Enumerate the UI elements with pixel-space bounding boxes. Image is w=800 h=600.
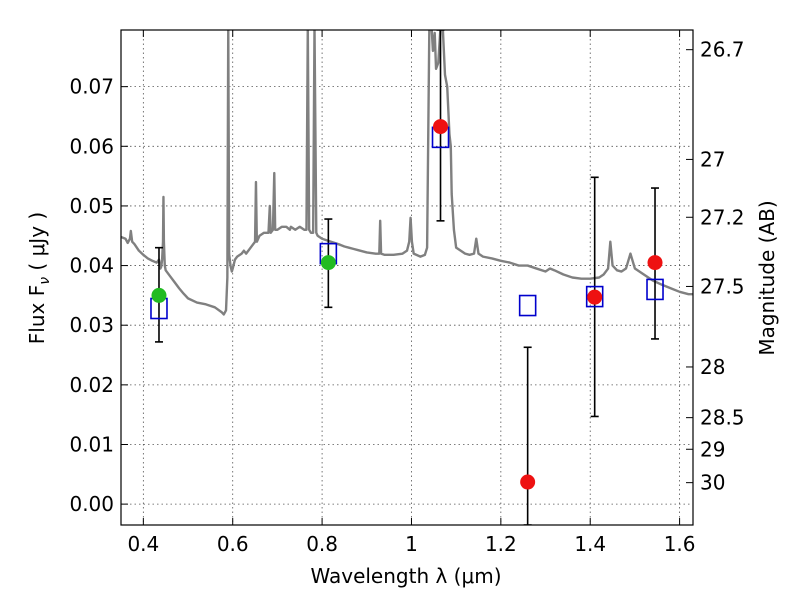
magnitude-tick-label: 30 xyxy=(700,471,725,495)
x-tick-label: 1 xyxy=(405,532,418,556)
y-tick-label: 0.04 xyxy=(69,254,114,278)
x-axis-label: Wavelength λ (μm) xyxy=(310,564,501,588)
y-tick-label: 0.00 xyxy=(69,492,114,516)
x-tick-label: 0.4 xyxy=(127,532,159,556)
plot-frame xyxy=(120,29,694,526)
magnitude-tick-label: 29 xyxy=(700,437,725,461)
y-tick-label: 0.07 xyxy=(69,75,114,99)
grid-lines xyxy=(121,30,693,525)
model-photometry-square xyxy=(518,294,537,317)
model-photometry-square xyxy=(646,278,664,301)
green-data-point xyxy=(151,287,167,303)
magnitude-tick-label: 27.2 xyxy=(700,205,745,229)
y-axis-label: Flux Fν ( μJy ) xyxy=(25,212,53,344)
y-tick-label: 0.05 xyxy=(69,194,114,218)
model-photometry-square xyxy=(585,285,604,308)
magnitude-tick-label: 27 xyxy=(700,147,725,171)
x-tick-label: 1.6 xyxy=(664,532,696,556)
green-data-point xyxy=(320,255,336,271)
red-data-point xyxy=(433,119,449,135)
spectrum-line xyxy=(121,30,693,316)
magnitude-tick-label: 27.5 xyxy=(700,274,745,298)
magnitude-tick-label: 28 xyxy=(700,355,725,379)
data-layer xyxy=(121,30,693,525)
magnitude-tick-label: 28.5 xyxy=(700,406,745,430)
x-tick-label: 0.6 xyxy=(217,532,249,556)
red-data-point xyxy=(520,474,536,490)
y-tick-label: 0.02 xyxy=(69,373,114,397)
magnitude-tick-label: 26.7 xyxy=(700,38,745,62)
y-axis-label-main: Flux F xyxy=(25,285,49,344)
x-tick-label: 0.8 xyxy=(306,532,338,556)
magnitude-axis: 26.7 27 27.2 27.5 28 28.5 29 30 xyxy=(686,38,745,495)
red-data-point xyxy=(587,289,603,305)
red-data-point xyxy=(647,255,663,271)
y-axis-label-sub: ν xyxy=(37,277,53,285)
y-tick-label: 0.06 xyxy=(69,134,114,158)
y-axis-label-unit: ( μJy ) xyxy=(25,212,49,277)
x-tick-label: 1.4 xyxy=(574,532,606,556)
magnitude-axis-label: Magnitude (AB) xyxy=(755,200,779,355)
x-axis: 0.4 0.6 0.8 1 1.2 1.4 1.6 xyxy=(127,30,696,556)
y-tick-label: 0.01 xyxy=(69,432,114,456)
y-tick-label: 0.03 xyxy=(69,313,114,337)
plot-area xyxy=(121,30,693,525)
y-axis: 0.00 0.01 0.02 0.03 0.04 0.05 0.06 0.07 xyxy=(69,75,128,516)
x-tick-label: 1.2 xyxy=(485,532,517,556)
